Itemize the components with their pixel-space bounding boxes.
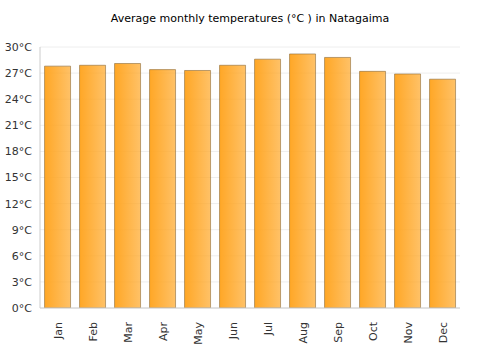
- svg-text:Jul: Jul: [262, 322, 275, 336]
- svg-text:Apr: Apr: [157, 322, 170, 342]
- svg-text:May: May: [192, 322, 205, 345]
- svg-text:Jun: Jun: [227, 322, 240, 340]
- svg-text:30°C: 30°C: [8, 41, 32, 54]
- svg-text:0°C: 0°C: [12, 302, 32, 315]
- svg-text:Aug: Aug: [297, 322, 310, 343]
- svg-text:Nov: Nov: [402, 322, 415, 344]
- svg-text:Mar: Mar: [122, 322, 135, 343]
- svg-text:15°C: 15°C: [8, 171, 32, 184]
- svg-text:24°C: 24°C: [8, 93, 32, 106]
- svg-text:27°C: 27°C: [8, 67, 32, 80]
- svg-text:Jan: Jan: [52, 322, 65, 340]
- svg-text:3°C: 3°C: [12, 276, 32, 289]
- svg-text:9°C: 9°C: [12, 224, 32, 237]
- html-text:Average monthly temperatures (: Average monthly temperatures (°C ) in Na…: [110, 12, 390, 25]
- svg-text:Dec: Dec: [437, 322, 450, 343]
- svg-text:Oct: Oct: [367, 321, 380, 341]
- svg-text:21°C: 21°C: [8, 119, 32, 132]
- svg-text:Feb: Feb: [87, 322, 100, 341]
- svg-text:6°C: 6°C: [12, 250, 32, 263]
- svg-text:18°C: 18°C: [8, 145, 32, 158]
- svg-text:Sep: Sep: [332, 322, 345, 343]
- svg-text:12°C: 12°C: [8, 198, 32, 211]
